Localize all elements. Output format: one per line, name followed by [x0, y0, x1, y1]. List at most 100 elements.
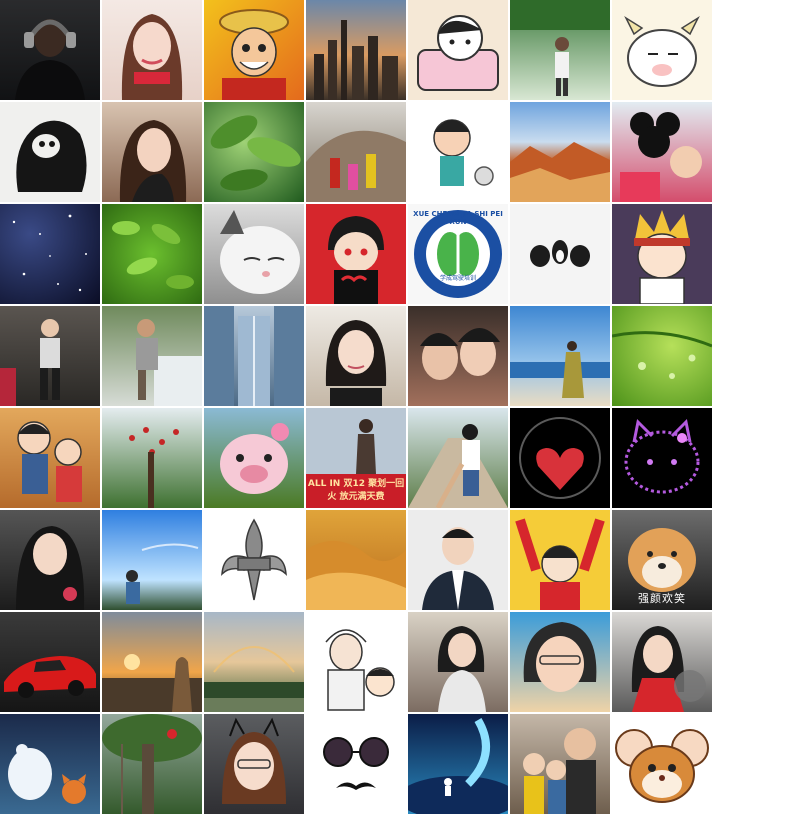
avatar-tile-white-cat[interactable] [204, 204, 304, 304]
avatar-tile-man-with-headphones[interactable] [0, 0, 100, 100]
avatar-tile-woman-blue-sky[interactable] [510, 612, 610, 712]
woman-scarf-image [631, 626, 706, 712]
avatar-tile-blue-sky-person[interactable] [102, 510, 202, 610]
anime-boy-peace-image [634, 210, 690, 304]
avatar-tile-cartoon-father-daughter[interactable] [0, 408, 100, 508]
rainbow-lake-image [204, 646, 304, 712]
avatar-tile-sunglasses-mustache[interactable] [306, 714, 406, 814]
avatar-tile-starry-sky[interactable] [0, 204, 100, 304]
avatar-tile-woman-outdoor[interactable] [408, 612, 508, 712]
city-skyline-image [314, 20, 398, 100]
avatar-tile-banyan-tree[interactable] [102, 714, 202, 814]
avatar-tile-couple-selfie[interactable] [408, 306, 508, 406]
avatar-tile-gorilla-logo[interactable] [0, 102, 100, 202]
avatar-tile-sunset-statue[interactable] [102, 612, 202, 712]
avatar-tile-pig-plush[interactable] [204, 408, 304, 508]
woman-blue-sky-image [523, 622, 597, 692]
cartoon-girl-blanket-image [417, 15, 499, 91]
avatar-tile-cartoon-cow[interactable] [612, 0, 712, 100]
holding-hands-image [408, 424, 508, 508]
avatar-tile-cartoon-arms-raised[interactable] [510, 510, 610, 610]
avatar-tile-man-waterfall[interactable] [102, 306, 202, 406]
avatar-tile-figurines[interactable] [510, 204, 610, 304]
avatar-tile-green-plant[interactable] [102, 204, 202, 304]
avatar-tile-cartoon-girl-blanket[interactable] [408, 0, 508, 100]
heart-sphere-image [519, 417, 601, 499]
sand-dunes-image [306, 540, 406, 610]
avatar-tile-rainbow-lake[interactable] [204, 612, 304, 712]
avatar-tile-red-flower-tree[interactable] [102, 408, 202, 508]
man-suit-image [422, 527, 494, 610]
woman-flower-image [16, 526, 85, 610]
avatar-tile-woman-scarf[interactable] [612, 612, 712, 712]
avatar-tile-astronaut[interactable] [408, 714, 508, 814]
avatar-tile-fleur-pendant[interactable] [204, 510, 304, 610]
avatar-tile-woman-bob-hair[interactable] [306, 306, 406, 406]
avatar-tile-sand-dunes[interactable] [306, 510, 406, 610]
avatar-tile-leaf-drops[interactable] [612, 306, 712, 406]
avatar-tile-anime-pirate[interactable] [204, 0, 304, 100]
anime-pirate-image [219, 9, 289, 100]
avatar-tile-anime-ninja[interactable] [306, 204, 406, 304]
avatar-tile-man-in-garden[interactable] [510, 0, 610, 100]
avatar-tile-family-rock[interactable] [306, 102, 406, 202]
driving-school-logo-text-bottom: 学成驾驶培训 [439, 275, 476, 282]
driving-school-logo-image [414, 210, 502, 298]
cartoon-mouse-image [615, 729, 709, 803]
avatar-tile-sketch-warrior[interactable] [306, 612, 406, 712]
promo-banner-text: ALL IN 双12 聚划一回火 放元满天费 [307, 479, 405, 502]
avatar-tile-shiba-dog[interactable]: 强颜欢笑 [612, 510, 712, 610]
woman-outdoor-image [437, 626, 486, 712]
astronaut-image [408, 717, 508, 814]
sketch-warrior-image [325, 629, 395, 711]
man-waterfall-image [136, 319, 202, 406]
girl-cat-ears-image [222, 717, 286, 804]
cartoon-girl-racket-image [433, 119, 494, 186]
avatar-tile-glass-building[interactable] [204, 306, 304, 406]
avatar-tile-cartoon-mouse[interactable] [612, 714, 712, 814]
bear-fox-image [8, 744, 86, 804]
avatar-tile-young-woman[interactable] [102, 0, 202, 100]
avatar-tile-driving-school-logo[interactable]: XUE CHENG JIA SHI PEI XUN 学成驾驶培训 [408, 204, 508, 304]
fleur-pendant-image [221, 518, 287, 601]
sunglasses-mustache-image [323, 737, 389, 790]
avatar-tile-neon-kitty[interactable] [612, 408, 712, 508]
canyon-image [510, 142, 610, 202]
avatar-tile-bear-fox[interactable] [0, 714, 100, 814]
avatar-tile-anime-boy-peace[interactable] [612, 204, 712, 304]
avatar-tile-child-mouse-toy[interactable] [612, 102, 712, 202]
cartoon-arms-raised-image [515, 518, 605, 610]
avatar-tile-red-car[interactable] [0, 612, 100, 712]
leaf-drops-image [612, 331, 712, 379]
avatar-tile-holding-hands[interactable] [408, 408, 508, 508]
avatar-tile-man-children[interactable] [510, 714, 610, 814]
avatar-tile-woman-hand-chin[interactable] [102, 102, 202, 202]
blue-sky-person-image [126, 543, 199, 604]
avatar-tile-woman-indoors[interactable] [0, 306, 100, 406]
avatar-tile-woman-beach[interactable] [510, 306, 610, 406]
avatar-tile-woman-window-banner[interactable]: ALL IN 双12 聚划一回火 放元满天费 [306, 408, 406, 508]
child-mouse-toy-image [620, 112, 702, 202]
avatar-tile-cartoon-girl-racket[interactable] [408, 102, 508, 202]
avatar-tile-canyon[interactable] [510, 102, 610, 202]
avatar-tile-heart-sphere[interactable] [510, 408, 610, 508]
anime-ninja-image [328, 216, 384, 304]
shiba-dog-image [628, 528, 696, 592]
green-leaves-image [210, 115, 301, 191]
woman-window-image [306, 408, 406, 508]
glass-building-image [204, 306, 304, 406]
avatar-tile-city-skyline[interactable] [306, 0, 406, 100]
family-rock-image [306, 130, 406, 202]
driving-school-logo-text-top: XUE CHENG JIA SHI PEI XUN [413, 210, 503, 226]
young-woman-image [121, 14, 183, 100]
avatar-tile-man-suit[interactable] [408, 510, 508, 610]
white-cat-image [220, 210, 300, 294]
avatar-tile-green-leaves[interactable] [204, 102, 304, 202]
red-car-image [4, 656, 96, 698]
avatar-tile-woman-flower[interactable] [0, 510, 100, 610]
banyan-tree-image [102, 714, 202, 814]
avatar-tile-girl-cat-ears[interactable] [204, 714, 304, 814]
avatar-mosaic-grid: XUE CHENG JIA SHI PEI XUN 学成驾驶培训 [0, 0, 712, 814]
woman-beach-image [510, 341, 610, 398]
cartoon-father-daughter-image [17, 421, 82, 502]
